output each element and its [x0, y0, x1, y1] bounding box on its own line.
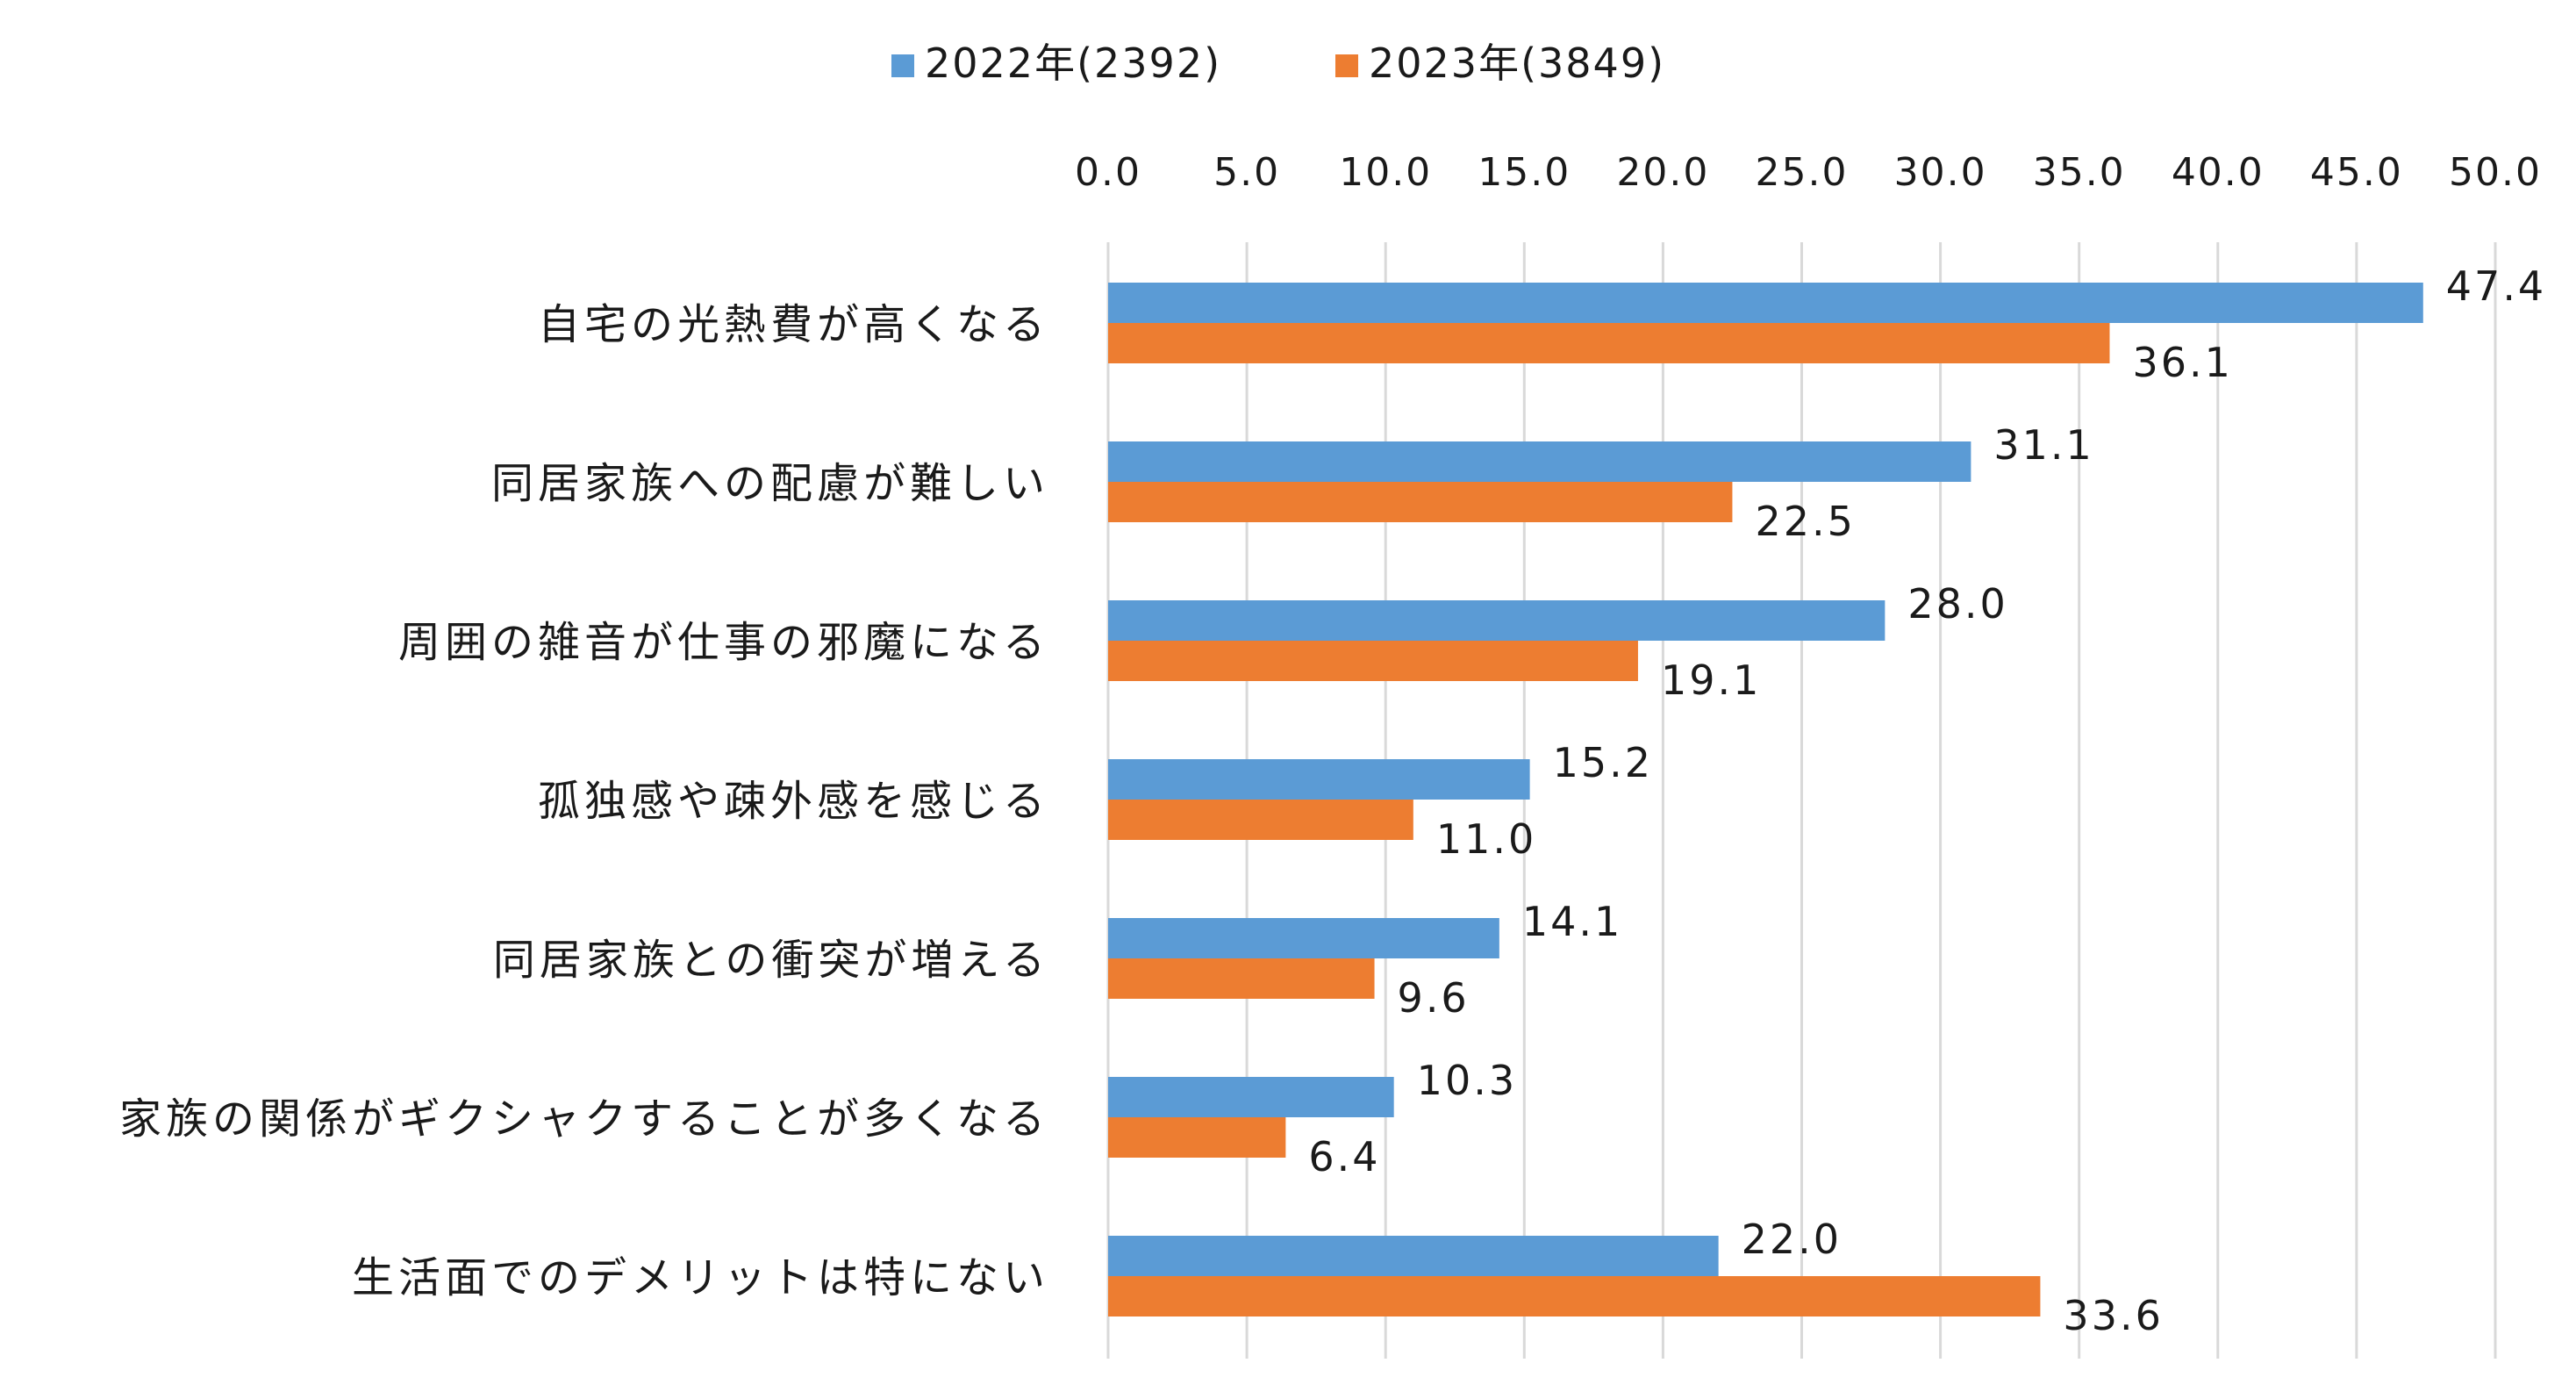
category-axis: 自宅の光熱費が高くなる同居家族への配慮が難しい周囲の雑音が仕事の邪魔になる孤独感…: [119, 300, 1049, 1302]
x-tick-label: 30.0: [1894, 150, 1987, 195]
category-label: 家族の関係がギクシャクすることが多くなる: [119, 1094, 1049, 1144]
x-tick-label: 0.0: [1075, 150, 1141, 195]
x-tick-label: 10.0: [1339, 150, 1432, 195]
bar-2023: [1108, 1276, 2041, 1316]
x-tick-label: 25.0: [1756, 150, 1849, 195]
bar-2023: [1108, 800, 1413, 840]
data-label: 19.1: [1661, 656, 1761, 704]
data-label: 9.6: [1398, 974, 1470, 1022]
legend-swatch-2022: [891, 54, 914, 77]
legend-label-2022: 2022年(2392): [925, 39, 1221, 87]
x-tick-label: 45.0: [2310, 150, 2403, 195]
x-tick-label: 35.0: [2033, 150, 2126, 195]
x-axis-ticks: 0.0 5.0 10.0 15.0 20.0 25.0 30.0 35.0 40.0 45.0 50…: [1075, 150, 2542, 195]
category-label: 周囲の雑音が仕事の邪魔になる: [398, 618, 1049, 667]
category-label: 同居家族への配慮が難しい: [491, 459, 1049, 508]
data-label: 11.0: [1436, 815, 1536, 863]
data-label: 6.4: [1308, 1133, 1380, 1180]
x-tick-label: 20.0: [1616, 150, 1709, 195]
bars: [1108, 283, 2423, 1316]
x-tick-label: 5.0: [1213, 150, 1280, 195]
bar-2023: [1108, 482, 1733, 522]
data-label: 47.4: [2446, 262, 2546, 310]
data-label: 22.5: [1755, 498, 1855, 545]
data-label: 28.0: [1907, 580, 2007, 628]
gridlines: [1106, 242, 2497, 1359]
data-label: 36.1: [2132, 339, 2232, 386]
x-tick-label: 15.0: [1478, 150, 1571, 195]
category-label: 自宅の光熱費が高くなる: [538, 300, 1049, 349]
data-label: 22.0: [1742, 1216, 1842, 1263]
bar-2022: [1108, 1077, 1394, 1117]
category-label: 同居家族との衝突が増える: [493, 936, 1049, 985]
category-label: 生活面でのデメリットは特にない: [352, 1253, 1049, 1302]
bar-2023: [1108, 323, 2110, 363]
bar-2022: [1108, 441, 1971, 482]
legend-swatch-2023: [1335, 54, 1358, 77]
x-tick-label: 50.0: [2449, 150, 2542, 195]
bar-2023: [1108, 641, 1638, 681]
bar-2022: [1108, 283, 2423, 323]
legend: 2022年(2392) 2023年(3849): [891, 39, 1665, 87]
category-label: 孤独感や疎外感を感じる: [538, 777, 1049, 826]
bar-2022: [1108, 600, 1885, 641]
data-label: 33.6: [2063, 1292, 2163, 1339]
data-label: 31.1: [1993, 421, 2093, 469]
bar-2023: [1108, 958, 1375, 999]
bar-2023: [1108, 1117, 1286, 1158]
data-labels: 47.4 36.1 31.1 22.5 28.0 19.115.2 11.0 14.1 9.6 1…: [1308, 262, 2546, 1339]
data-label: 14.1: [1522, 898, 1622, 945]
data-label: 10.3: [1417, 1057, 1517, 1104]
bar-2022: [1108, 759, 1530, 800]
legend-label-2023: 2023年(3849): [1369, 39, 1665, 87]
bar-2022: [1108, 918, 1499, 958]
bar-2022: [1108, 1236, 1719, 1276]
x-tick-label: 40.0: [2172, 150, 2265, 195]
data-label: 15.2: [1553, 739, 1653, 786]
